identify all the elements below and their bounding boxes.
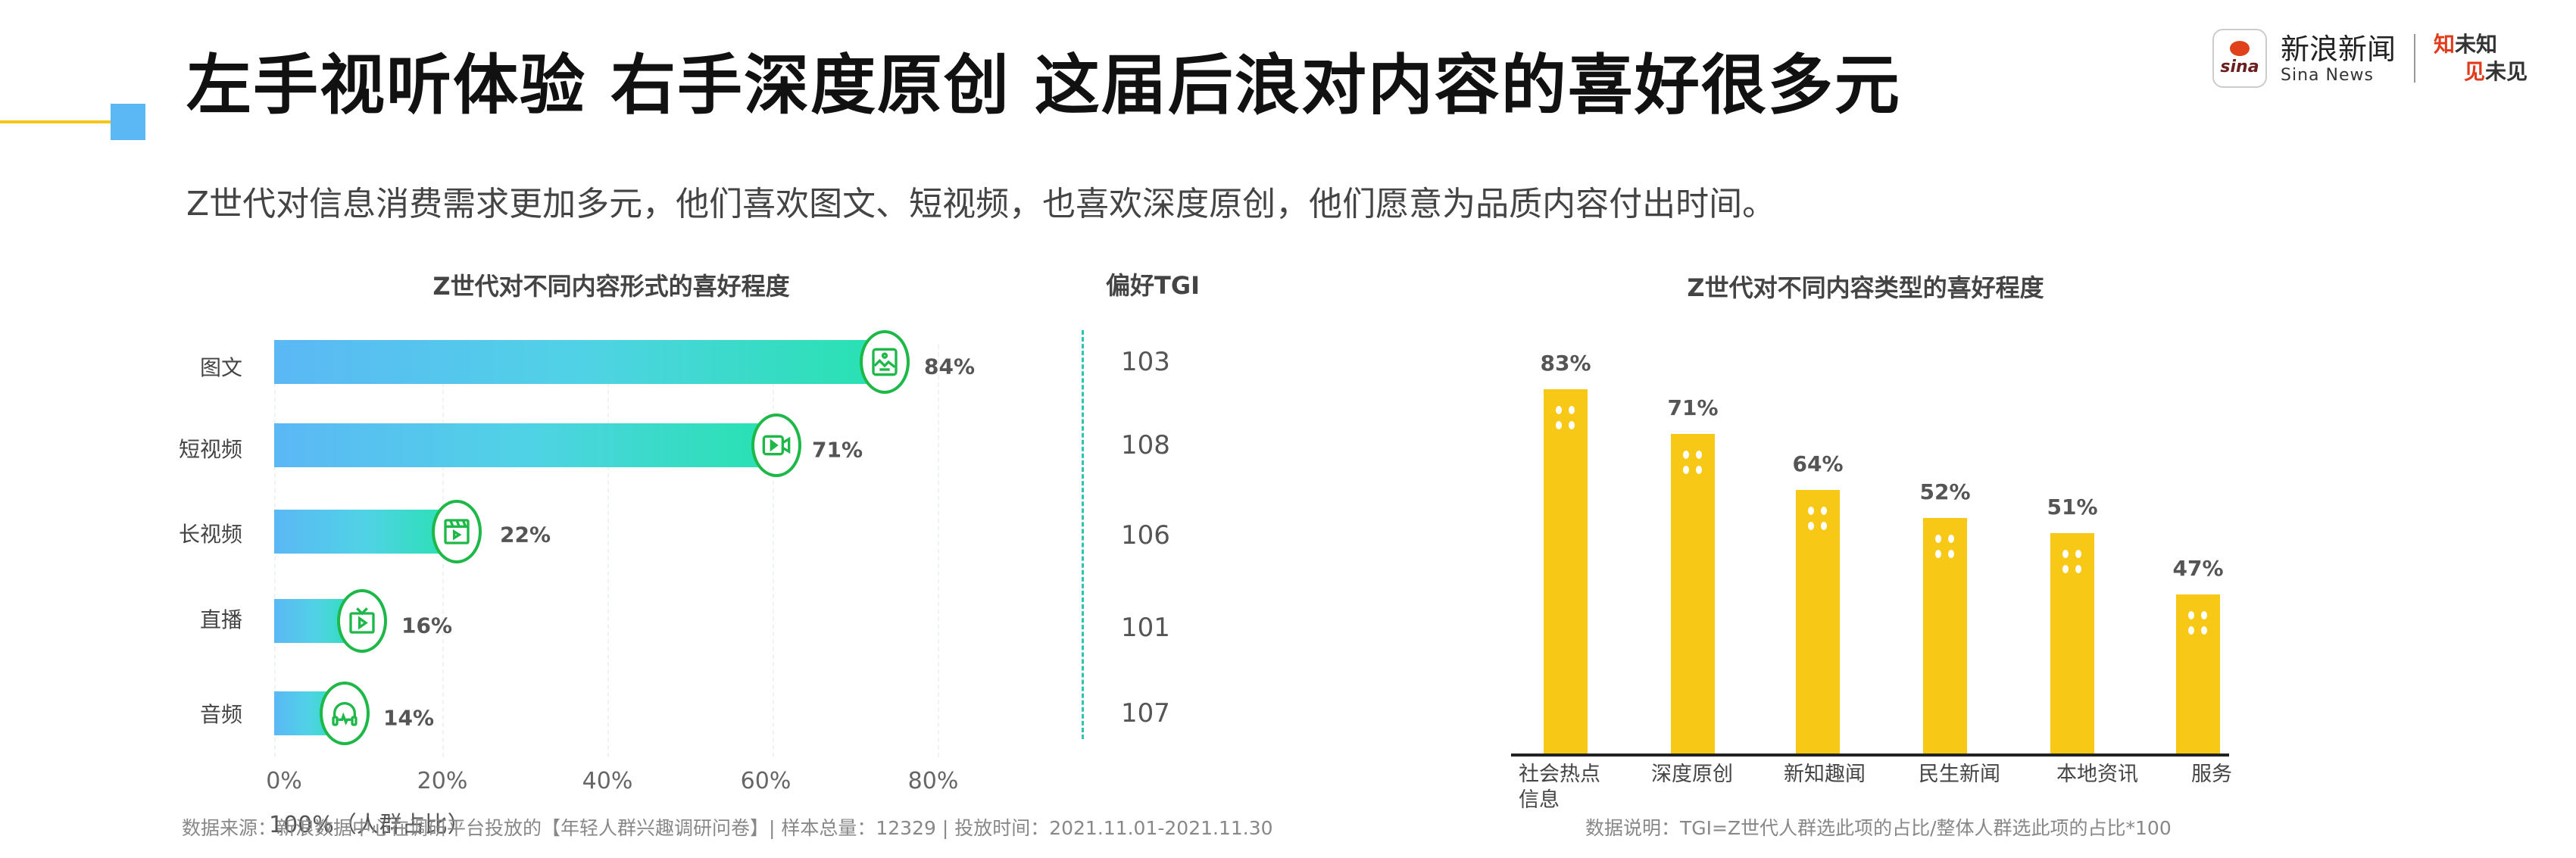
accent-line [0, 120, 112, 123]
bar [2176, 594, 2220, 754]
category-label: 深度原创 [1651, 763, 1733, 786]
slogan-char: 知 [2434, 32, 2456, 57]
logo-slogan: 知未知 见未见 [2434, 31, 2528, 86]
bar-value: 71% [812, 437, 863, 463]
sina-eye-icon [2230, 40, 2250, 56]
grid-line [938, 345, 939, 757]
dots-icon [1556, 406, 1575, 432]
video-camera-icon [751, 413, 801, 477]
bar [1796, 490, 1840, 754]
x-tick: 20% [417, 768, 468, 794]
x-axis-label: 100%（人群占比） [269, 812, 470, 838]
x-tick: 0% [266, 768, 302, 794]
sina-news-logo: sina 新浪新闻 Sina News 知未知 见未见 [2212, 29, 2528, 88]
left-chart-title: Z世代对不同内容形式的喜好程度 [432, 272, 790, 301]
logo-name-en: Sina News [2281, 65, 2374, 85]
grid-line [773, 345, 774, 757]
clapperboard-icon [432, 500, 482, 563]
logo-divider [2414, 34, 2416, 83]
tgi-value: 103 [1121, 347, 1170, 377]
category-label: 短视频 [178, 437, 242, 462]
dots-icon [2188, 611, 2208, 637]
data-source: 数据来源：新浪数据中心在调研平台投放的【年轻人群兴趣调研问卷】| 样本总量：12… [182, 817, 1273, 839]
bar [1544, 389, 1588, 754]
bar-value: 47% [2172, 556, 2224, 581]
dots-icon [1935, 535, 1955, 560]
tgi-header: 偏好TGI [1106, 271, 1201, 300]
page-title: 左手视听体验 右手深度原创 这届后浪对内容的喜好很多元 [186, 48, 1901, 123]
x-tick: 40% [582, 768, 633, 794]
bar-value: 71% [1667, 395, 1719, 420]
slogan-text: 未见 [2485, 59, 2528, 84]
category-label: 图文 [199, 355, 242, 380]
dots-icon [1683, 451, 1703, 476]
category-label: 本地资讯 [2056, 763, 2138, 786]
x-tick: 60% [740, 768, 792, 794]
tv-icon [337, 589, 387, 653]
tgi-divider [1082, 330, 1084, 739]
category-label: 民生新闻 [1919, 763, 2000, 786]
bar-value: 14% [383, 705, 435, 731]
bar-value: 16% [401, 613, 453, 638]
category-label: 社会热点信息 [1519, 763, 1600, 812]
category-label: 直播 [199, 607, 242, 632]
bar-value: 83% [1540, 351, 1591, 376]
category-label: 新知趣闻 [1784, 763, 1866, 786]
x-axis-line [1511, 753, 2229, 757]
data-note: 数据说明：TGI=Z世代人群选此项的占比/整体人群选此项的占比*100 [1585, 817, 2172, 839]
dots-icon [2062, 550, 2082, 576]
slogan-char: 见 [2464, 59, 2486, 84]
x-tick: 80% [907, 768, 959, 794]
bar [274, 510, 454, 554]
category-label: 长视频 [178, 522, 242, 547]
bar-value: 22% [500, 522, 551, 548]
bar [2050, 533, 2094, 754]
bar [1923, 518, 1967, 754]
tgi-value: 101 [1121, 613, 1170, 643]
page-subtitle: Z世代对信息消费需求更加多元，他们喜欢图文、短视频，也喜欢深度原创，他们愿意为品… [186, 185, 1776, 223]
dots-icon [1808, 507, 1828, 532]
grid-line [607, 345, 609, 757]
right-chart-title: Z世代对不同内容类型的喜好程度 [1687, 273, 2044, 302]
tgi-value: 106 [1121, 520, 1170, 551]
sina-logo-text: sina [2220, 57, 2259, 76]
bar [1671, 434, 1715, 754]
tgi-value: 107 [1121, 698, 1170, 729]
sina-logo-icon: sina [2212, 29, 2267, 88]
bar-value: 84% [924, 354, 976, 379]
bar [274, 340, 885, 384]
image-icon [860, 330, 910, 394]
bar-value: 51% [2047, 495, 2098, 519]
category-label: 音频 [199, 702, 242, 727]
headphones-icon [320, 682, 370, 745]
bar [274, 423, 774, 467]
bar-value: 52% [1919, 479, 1971, 504]
tgi-value: 108 [1121, 430, 1170, 460]
slogan-text: 未知 [2455, 32, 2498, 57]
category-label: 服务 [2191, 763, 2232, 786]
logo-name-cn: 新浪新闻 [2281, 32, 2396, 66]
accent-square [111, 104, 145, 140]
bar-value: 64% [1792, 451, 1844, 476]
